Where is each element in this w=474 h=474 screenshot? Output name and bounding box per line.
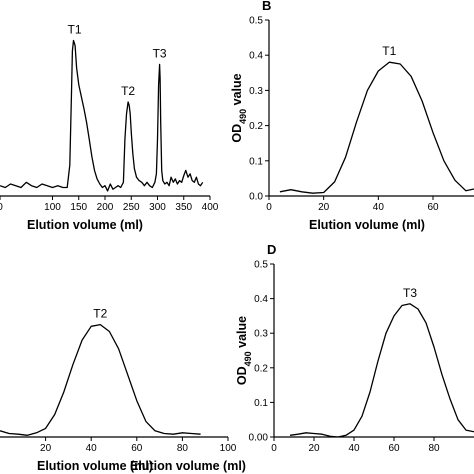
panel-d: D 0 20 40 60 80 Elution volume (ml) 0.00 0.1 0.2 0… xyxy=(130,242,474,473)
y-tick-label: 0.4 xyxy=(254,294,268,305)
x-tick-label: 150 xyxy=(70,202,87,213)
y-axis-label: OD490 value xyxy=(230,73,248,142)
peak-label: T1 xyxy=(68,23,82,37)
series-line xyxy=(0,323,201,436)
y-tick-label: 0.3 xyxy=(254,329,268,340)
y-tick-label: 0.1 xyxy=(254,398,268,409)
x-axis-label: Elution volume (ml) xyxy=(37,459,153,473)
x-tick-label: 80 xyxy=(428,443,440,454)
x-tick-label: 20 xyxy=(40,443,52,454)
x-axis-label: Elution volume (ml) xyxy=(130,459,246,473)
peak-label: T1 xyxy=(382,44,396,58)
x-tick-label: 20 xyxy=(308,443,320,454)
x-tick-label: 40 xyxy=(86,443,98,454)
x-tick-label: 40 xyxy=(348,443,360,454)
y-tick-label: 0.2 xyxy=(249,121,263,132)
x-tick-label: 60 xyxy=(388,443,400,454)
x-tick-label: 250 xyxy=(123,202,140,213)
x-tick-label: 350 xyxy=(175,202,192,213)
x-tick-label: 200 xyxy=(97,202,114,213)
series-line xyxy=(0,39,204,192)
x-axis-label: Elution volume (ml) xyxy=(309,218,425,232)
y-tick-label: 0.0 xyxy=(249,192,263,203)
series-line xyxy=(289,303,474,437)
x-tick-label: 0 xyxy=(271,443,277,454)
x-tick-label: 400 xyxy=(202,202,219,213)
y-tick-label: 0.3 xyxy=(249,86,263,97)
x-tick-label: 100 xyxy=(220,443,237,454)
y-axis-label: OD490 value xyxy=(235,316,253,385)
peak-label: T3 xyxy=(403,286,417,300)
y-tick-label: 0.2 xyxy=(254,363,268,374)
x-tick-label: 80 xyxy=(177,443,189,454)
peak-label: T2 xyxy=(121,84,135,98)
x-tick-label: 0 xyxy=(0,202,3,213)
x-tick-label: 20 xyxy=(318,202,330,213)
panel-letter: B xyxy=(262,0,271,13)
peak-label: T2 xyxy=(93,307,107,321)
y-tick-label: 0.5 xyxy=(254,260,268,271)
panel-letter: D xyxy=(267,242,276,257)
y-tick-label: 0.00 xyxy=(249,433,269,444)
peak-label: T3 xyxy=(153,46,167,60)
x-axis-label: Elution volume (ml) xyxy=(27,218,143,232)
x-tick-label: 60 xyxy=(427,202,439,213)
series-line xyxy=(279,61,474,194)
y-tick-label: 0.5 xyxy=(249,16,263,27)
x-tick-label: 100 xyxy=(44,202,61,213)
y-tick-label: 0.1 xyxy=(249,156,263,167)
panel-a: 0 100 150 200 250 300 350 400 Elution volume (ml… xyxy=(0,23,219,232)
x-tick-label: 300 xyxy=(149,202,166,213)
panel-c: 20 40 60 80 100 Elution volume (ml) T2 xyxy=(0,307,237,473)
x-tick-label: 40 xyxy=(373,202,385,213)
x-tick-label: 60 xyxy=(131,443,143,454)
x-tick-label: 0 xyxy=(266,202,272,213)
y-tick-label: 0.4 xyxy=(249,51,263,62)
